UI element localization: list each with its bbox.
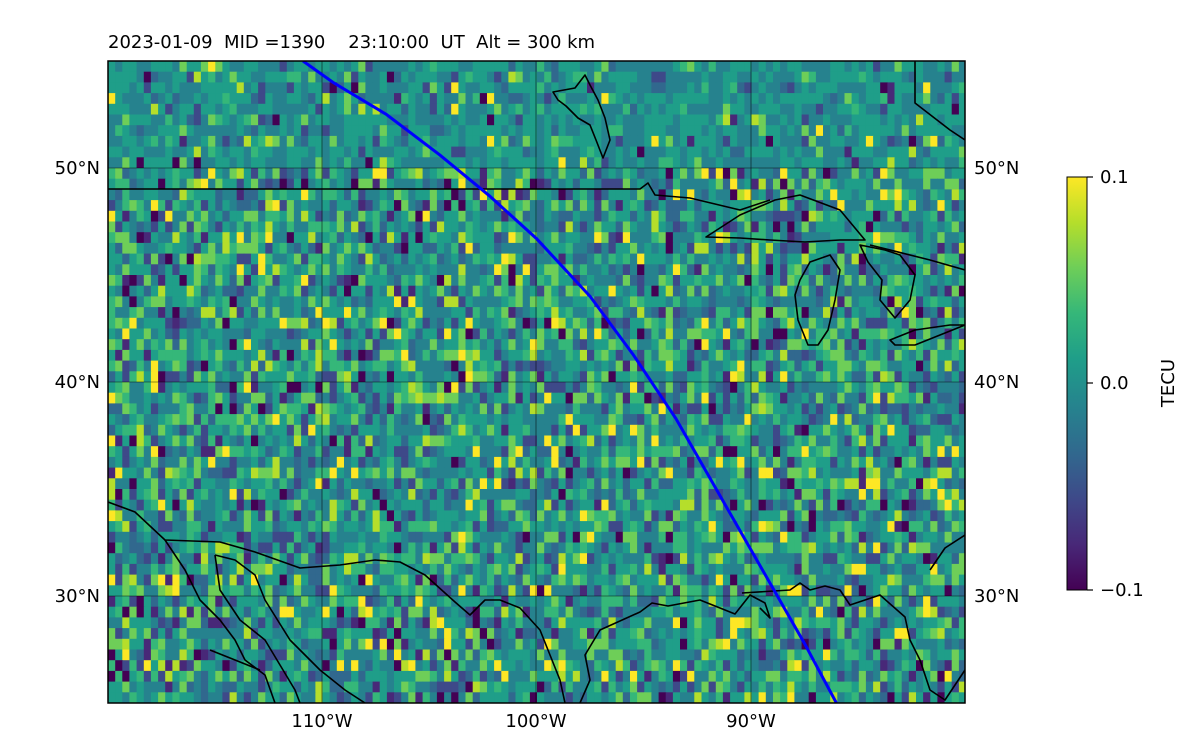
lake-erie-ontario bbox=[889, 324, 965, 346]
y-tick-label: 40°N bbox=[55, 372, 100, 393]
map-title: 2023-01-09 MID =1390 23:10:00 UT Alt = 3… bbox=[108, 32, 595, 53]
hudson-bay-islands bbox=[552, 74, 611, 159]
hudson-bay-shore bbox=[914, 61, 965, 141]
baja-california bbox=[214, 554, 366, 703]
y-tick-label: 30°N bbox=[974, 586, 1019, 607]
map-frame bbox=[107, 60, 966, 704]
colorbar-tick-label: −0.1 bbox=[1100, 580, 1144, 601]
x-axis-labels: 110°W 100°W 90°W bbox=[291, 711, 776, 732]
mexico-coast-2 bbox=[164, 539, 276, 703]
colorbar-tick-label: 0.0 bbox=[1100, 373, 1129, 394]
y-tick-label: 50°N bbox=[974, 158, 1019, 179]
x-tick-label: 100°W bbox=[505, 711, 566, 732]
lake-michigan bbox=[794, 254, 841, 346]
gulf-coast-east bbox=[741, 582, 965, 701]
x-tick-label: 110°W bbox=[291, 711, 352, 732]
mexico-border-west bbox=[209, 649, 261, 671]
east-border bbox=[869, 244, 965, 271]
y-axis-labels-left: 30°N 40°N 50°N bbox=[55, 158, 100, 607]
lake-superior bbox=[705, 194, 866, 243]
y-tick-label: 50°N bbox=[55, 158, 100, 179]
gridlines bbox=[108, 61, 965, 703]
y-axis-labels-right: 30°N 40°N 50°N bbox=[974, 158, 1019, 607]
y-tick-label: 40°N bbox=[974, 372, 1019, 393]
tec-heatmap bbox=[108, 61, 965, 703]
us-canada-border bbox=[108, 182, 771, 211]
baja-california-east bbox=[214, 554, 301, 703]
map-panel bbox=[108, 61, 965, 703]
coastlines bbox=[108, 61, 965, 703]
gulf-coast-texas bbox=[579, 594, 771, 703]
lake-huron bbox=[859, 244, 916, 319]
satellite-track-line bbox=[302, 61, 838, 703]
x-tick-label: 90°W bbox=[726, 711, 776, 732]
colorbar-label: TECU bbox=[1158, 359, 1179, 408]
florida-peninsula bbox=[929, 534, 965, 571]
colorbar-gradient bbox=[1066, 176, 1088, 591]
y-tick-label: 30°N bbox=[55, 586, 100, 607]
colorbar: 0.1 0.0 −0.1 TECU bbox=[1066, 167, 1179, 601]
mexico-coast-1 bbox=[108, 501, 566, 703]
colorbar-tick-label: 0.1 bbox=[1100, 167, 1129, 188]
